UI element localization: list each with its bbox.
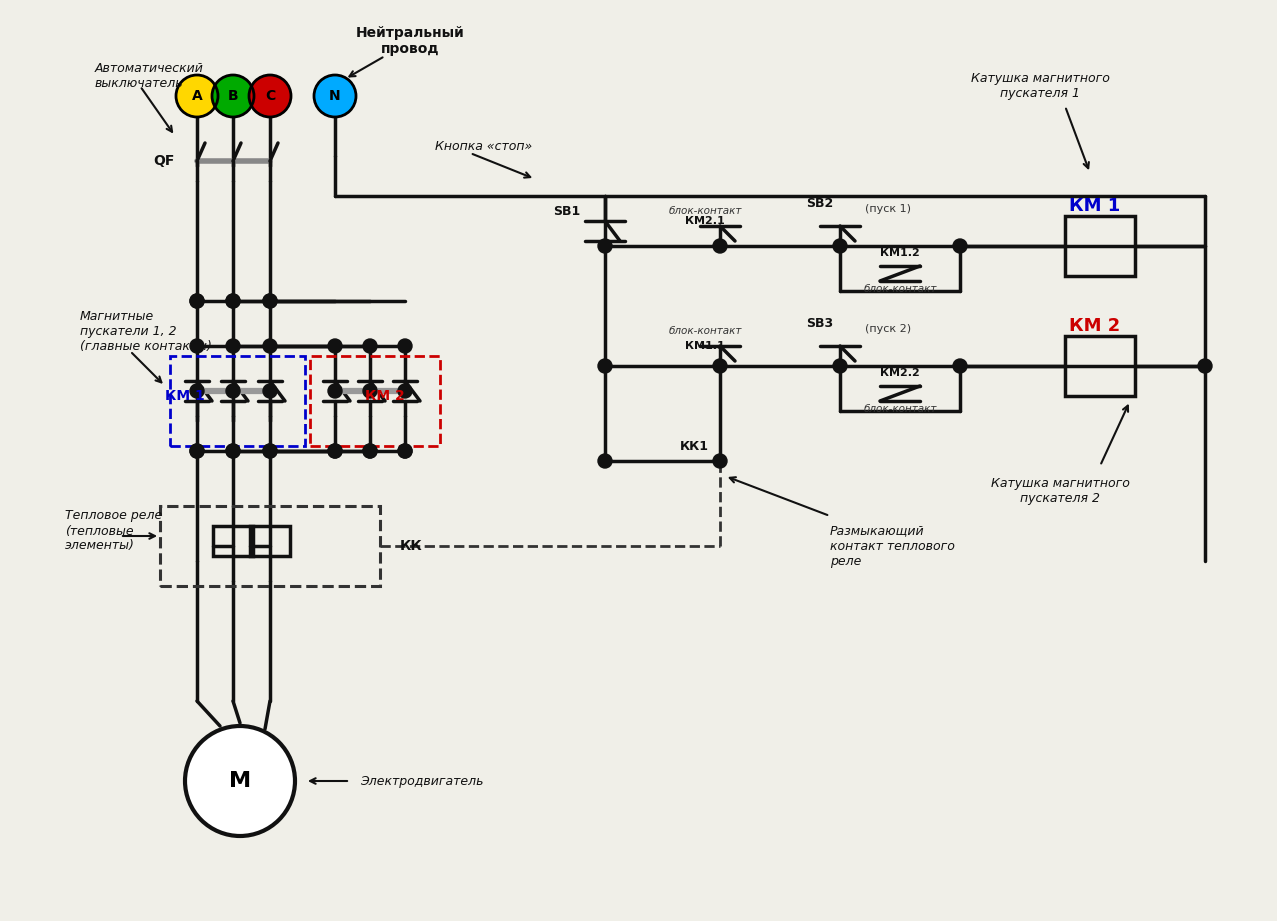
Text: N: N xyxy=(329,89,341,103)
Text: КК: КК xyxy=(400,539,423,553)
Text: Тепловое реле
(тепловые
элементы): Тепловое реле (тепловые элементы) xyxy=(65,509,162,553)
Circle shape xyxy=(328,444,342,458)
Circle shape xyxy=(833,239,847,253)
Circle shape xyxy=(263,444,277,458)
Circle shape xyxy=(190,384,204,398)
Text: SB1: SB1 xyxy=(553,204,580,217)
Circle shape xyxy=(328,444,342,458)
Text: Кнопка «стоп»: Кнопка «стоп» xyxy=(435,139,533,153)
Circle shape xyxy=(249,75,291,117)
Circle shape xyxy=(398,444,412,458)
Circle shape xyxy=(263,294,277,308)
Text: Размыкающий
контакт теплового
реле: Размыкающий контакт теплового реле xyxy=(830,524,955,567)
Text: КМ2.1: КМ2.1 xyxy=(686,216,725,226)
Circle shape xyxy=(398,444,412,458)
Circle shape xyxy=(398,339,412,353)
Text: SB3: SB3 xyxy=(807,317,834,330)
Text: блок-контакт: блок-контакт xyxy=(668,206,742,216)
Circle shape xyxy=(226,444,240,458)
Text: SB2: SB2 xyxy=(806,196,834,209)
Circle shape xyxy=(953,359,967,373)
Text: КМ 1: КМ 1 xyxy=(1069,197,1121,215)
Circle shape xyxy=(226,294,240,308)
Text: блок-контакт: блок-контакт xyxy=(668,326,742,336)
Circle shape xyxy=(598,359,612,373)
Text: КМ 1: КМ 1 xyxy=(165,389,204,403)
Circle shape xyxy=(328,339,342,353)
Text: блок-контакт: блок-контакт xyxy=(863,284,937,294)
Text: Автоматический
выключатель: Автоматический выключатель xyxy=(94,62,204,90)
Circle shape xyxy=(953,239,967,253)
Circle shape xyxy=(328,384,342,398)
Circle shape xyxy=(713,454,727,468)
Circle shape xyxy=(226,339,240,353)
Bar xyxy=(1065,336,1135,396)
Text: C: C xyxy=(264,89,275,103)
Text: КМ2.2: КМ2.2 xyxy=(880,368,919,378)
Circle shape xyxy=(226,444,240,458)
Circle shape xyxy=(598,454,612,468)
Circle shape xyxy=(263,384,277,398)
Text: Магнитные
пускатели 1, 2
(главные контакты): Магнитные пускатели 1, 2 (главные контак… xyxy=(80,309,212,353)
Circle shape xyxy=(190,294,204,308)
Text: КМ 2: КМ 2 xyxy=(1069,317,1121,335)
Circle shape xyxy=(363,444,377,458)
Text: QF: QF xyxy=(153,154,175,168)
Circle shape xyxy=(190,294,204,308)
Text: Нейтральный
провод: Нейтральный провод xyxy=(355,26,465,56)
Text: B: B xyxy=(227,89,239,103)
Text: A: A xyxy=(192,89,202,103)
Bar xyxy=(1065,216,1135,276)
Circle shape xyxy=(226,294,240,308)
Text: (пуск 1): (пуск 1) xyxy=(865,204,911,214)
Circle shape xyxy=(363,444,377,458)
Circle shape xyxy=(190,444,204,458)
Circle shape xyxy=(185,726,295,836)
Circle shape xyxy=(713,239,727,253)
Circle shape xyxy=(226,384,240,398)
Circle shape xyxy=(398,384,412,398)
Circle shape xyxy=(190,444,204,458)
Text: блок-контакт: блок-контакт xyxy=(863,404,937,414)
Circle shape xyxy=(713,359,727,373)
Circle shape xyxy=(1198,359,1212,373)
Circle shape xyxy=(598,239,612,253)
Text: КМ1.1: КМ1.1 xyxy=(686,341,725,351)
Text: Катушка магнитного
пускателя 1: Катушка магнитного пускателя 1 xyxy=(971,72,1110,100)
Circle shape xyxy=(363,384,377,398)
Circle shape xyxy=(833,359,847,373)
Circle shape xyxy=(314,75,356,117)
Circle shape xyxy=(190,339,204,353)
Circle shape xyxy=(263,294,277,308)
Text: М: М xyxy=(229,771,252,791)
Text: (пуск 2): (пуск 2) xyxy=(865,324,911,334)
Circle shape xyxy=(263,444,277,458)
Text: Электродвигатель: Электродвигатель xyxy=(360,775,484,787)
Bar xyxy=(250,526,290,556)
Text: КК1: КК1 xyxy=(679,439,709,452)
Circle shape xyxy=(212,75,254,117)
Bar xyxy=(213,526,253,556)
Text: КМ1.2: КМ1.2 xyxy=(880,248,919,258)
Text: Катушка магнитного
пускателя 2: Катушка магнитного пускателя 2 xyxy=(991,477,1129,505)
Circle shape xyxy=(363,339,377,353)
Text: КМ 2: КМ 2 xyxy=(365,389,405,403)
Circle shape xyxy=(263,339,277,353)
Circle shape xyxy=(176,75,218,117)
